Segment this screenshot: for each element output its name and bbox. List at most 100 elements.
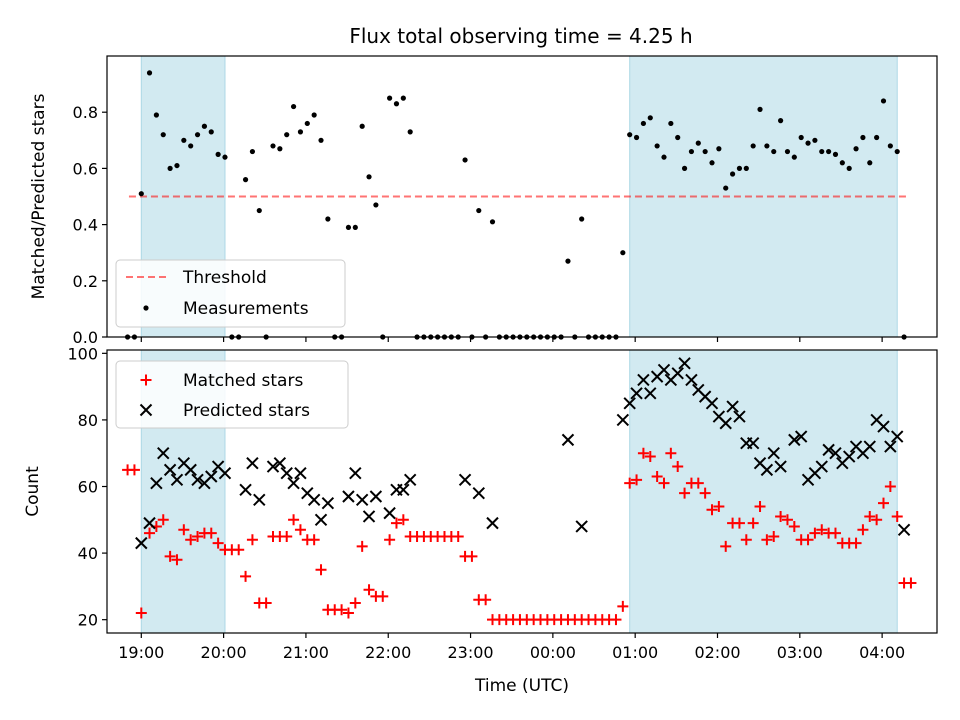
matched-point — [246, 534, 258, 546]
predicted-point — [184, 463, 197, 477]
matched-point — [768, 530, 780, 542]
x-tick-label: 00:00 — [530, 643, 576, 662]
predicted-point — [671, 367, 684, 380]
predicted-point — [205, 470, 218, 483]
y-tick-label: 20 — [78, 611, 98, 630]
matched-point — [713, 500, 725, 512]
legend-threshold-label: Threshold — [182, 268, 267, 288]
matched-point — [706, 504, 718, 516]
matched-point — [240, 570, 252, 582]
matched-point — [308, 534, 320, 546]
shaded-interval-2 — [629, 349, 898, 634]
measurement-point — [640, 120, 647, 127]
measurement-point — [633, 134, 640, 141]
matched-point — [877, 497, 889, 509]
matched-point — [288, 514, 300, 526]
predicted-point — [355, 493, 369, 507]
measurement-point — [860, 134, 866, 141]
y-tick-label: 0.8 — [73, 103, 98, 122]
predicted-point — [746, 437, 760, 450]
matched-point — [157, 514, 169, 526]
measurement-point — [242, 177, 249, 183]
matched-point — [850, 537, 862, 549]
predicted-point — [287, 476, 300, 490]
legend-matched-label: Matched stars — [183, 371, 303, 391]
measurement-point — [304, 120, 310, 127]
y-tick-label: 0.4 — [73, 216, 98, 235]
matched-point — [356, 540, 368, 552]
matched-point — [610, 614, 622, 626]
measurement-point — [798, 134, 804, 141]
measurement-point — [476, 207, 482, 214]
matched-point — [761, 534, 773, 546]
predicted-point — [891, 430, 904, 443]
matched-point — [788, 520, 800, 532]
measurement-point — [256, 207, 262, 214]
measurement-point — [194, 132, 201, 138]
measurement-point — [771, 148, 777, 155]
measurement-point — [160, 132, 166, 138]
predicted-point — [863, 440, 876, 453]
matched-point — [315, 564, 327, 576]
predicted-point — [321, 496, 335, 510]
measurement-point — [695, 140, 701, 146]
predicted-point — [794, 430, 808, 443]
matched-point — [720, 540, 732, 552]
measurement-point — [894, 148, 900, 155]
measurement-point — [393, 101, 400, 107]
matched-point — [144, 527, 156, 539]
matched-point — [178, 524, 190, 536]
measurement-point — [489, 219, 496, 225]
matched-point — [692, 477, 704, 489]
predicted-point — [253, 493, 266, 507]
measurement-point — [318, 137, 324, 143]
measurement-point — [277, 146, 283, 152]
matched-point — [192, 530, 204, 542]
matched-point — [452, 530, 464, 542]
predicted-point — [150, 476, 163, 490]
x-tick-label: 19:00 — [118, 643, 164, 662]
matched-point — [884, 481, 896, 493]
measurement-point — [688, 148, 695, 155]
matched-point — [342, 607, 354, 619]
matched-point — [281, 530, 293, 542]
y-tick-label: 0.0 — [73, 328, 98, 347]
matched-point — [480, 594, 492, 606]
x-tick-label: 23:00 — [447, 643, 493, 662]
matched-point — [857, 524, 869, 536]
matched-point — [135, 607, 147, 619]
measurement-point — [167, 165, 173, 171]
measurement-point — [579, 216, 585, 222]
y-axis-label: Count — [23, 466, 43, 517]
predicted-point — [157, 447, 170, 460]
predicted-point — [383, 506, 396, 520]
matched-point — [128, 464, 140, 476]
matched-point — [363, 584, 375, 596]
predicted-point — [705, 397, 719, 410]
predicted-point — [314, 513, 328, 527]
measurement-point — [729, 171, 736, 177]
measurement-point — [661, 154, 667, 160]
measurement-point — [387, 95, 393, 101]
measurement-point — [791, 154, 797, 160]
measurement-point — [181, 137, 187, 143]
predicted-point — [143, 516, 156, 530]
legend-predicted-swatch — [139, 403, 153, 417]
matched-point — [747, 517, 759, 529]
matched-point — [466, 550, 478, 562]
measurement-point — [778, 118, 784, 124]
matched-point — [233, 544, 245, 556]
predicted-point — [884, 440, 897, 453]
predicted-point — [472, 486, 485, 500]
predicted-point — [170, 473, 184, 487]
measurement-point — [345, 224, 352, 231]
measurement-point — [709, 160, 715, 166]
legend-measurements-swatch — [143, 305, 149, 311]
measurement-point — [757, 106, 763, 112]
matched-point — [740, 534, 752, 546]
measurement-point — [400, 95, 406, 101]
predicted-point — [788, 433, 801, 447]
predicted-point — [623, 397, 636, 410]
predicted-point — [458, 473, 472, 487]
predicted-point — [362, 510, 376, 523]
